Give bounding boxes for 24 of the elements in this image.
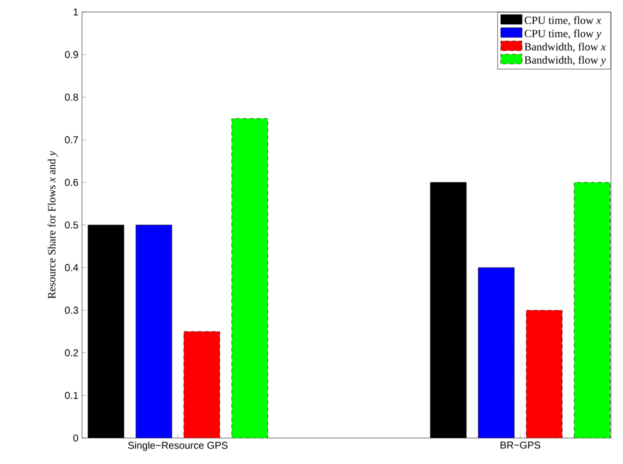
- y-tick-label: 0.4: [64, 264, 78, 272]
- y-tick-label: 0.7: [64, 136, 78, 144]
- legend-label: CPU time, flow x: [524, 16, 602, 26]
- y-tick-label: 0.5: [64, 221, 78, 229]
- x-tick-label: BR−GPS: [500, 442, 540, 449]
- legend-label: CPU time, flow y: [524, 29, 602, 40]
- y-tick-label: 0: [73, 434, 78, 442]
- legend-label: Bandwidth, flow y: [524, 56, 606, 66]
- bar: [574, 182, 610, 438]
- y-tick-label: 0.2: [64, 349, 78, 356]
- y-axis-title: Resource Share for Flows x and y: [48, 151, 58, 299]
- y-tick-label: 0.8: [64, 94, 78, 101]
- x-tick-label: Single−Resource GPS: [128, 442, 228, 451]
- bar: [232, 118, 268, 438]
- y-tick-label: 0.3: [64, 306, 78, 314]
- y-tick-label: 0.1: [64, 392, 78, 399]
- bar: [136, 224, 172, 438]
- y-tick-label: 0.9: [64, 51, 78, 58]
- y-tick-label: 0.6: [64, 178, 78, 186]
- bar: [526, 310, 562, 438]
- legend-label: Bandwidth, flow x: [524, 42, 606, 52]
- bar: [478, 267, 514, 438]
- y-tick-label: 1: [74, 8, 78, 16]
- bar: [184, 331, 220, 438]
